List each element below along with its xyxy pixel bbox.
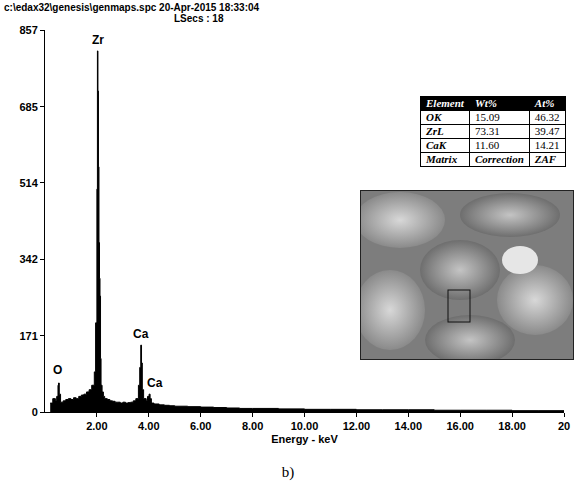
- svg-text:857: 857: [19, 24, 37, 36]
- html-text:15.09: 15.09: [474, 111, 500, 123]
- html-text:39.47: 39.47: [534, 125, 560, 137]
- svg-text:Ca: Ca: [147, 376, 163, 390]
- html-text:OK: OK: [426, 111, 442, 123]
- svg-text:6.00: 6.00: [190, 420, 211, 432]
- svg-text:Energy - keV: Energy - keV: [271, 433, 338, 445]
- svg-text:10.00: 10.00: [291, 420, 319, 432]
- html-text:73.31: 73.31: [474, 125, 500, 137]
- html-text:b): b): [281, 464, 295, 480]
- html-text:14.21: 14.21: [534, 139, 560, 151]
- html-text:LSecs : 18: LSecs : 18: [174, 13, 224, 24]
- html-text:Element: Element: [426, 97, 464, 109]
- svg-text:0: 0: [32, 406, 38, 418]
- svg-text:685: 685: [19, 101, 37, 113]
- svg-text:16.00: 16.00: [446, 420, 474, 432]
- svg-text:4.00: 4.00: [138, 420, 159, 432]
- html-text:Matrix: Matrix: [426, 153, 458, 165]
- svg-text:8.00: 8.00: [242, 420, 263, 432]
- svg-text:20: 20: [558, 420, 570, 432]
- html-text:CaK: CaK: [426, 139, 447, 151]
- svg-text:342: 342: [19, 253, 37, 265]
- html-text:ZrL: ZrL: [426, 125, 444, 137]
- svg-text:14.00: 14.00: [395, 420, 423, 432]
- html-text:Correction: Correction: [474, 153, 524, 165]
- html-text:At%: At%: [534, 97, 555, 109]
- svg-text:O: O: [53, 363, 62, 377]
- html-text:46.32: 46.32: [534, 111, 560, 123]
- svg-text:Ca: Ca: [133, 327, 149, 341]
- svg-text:Zr: Zr: [92, 33, 104, 47]
- svg-text:171: 171: [19, 330, 37, 342]
- svg-text:12.00: 12.00: [343, 420, 371, 432]
- html-text:ZAF: ZAF: [534, 153, 557, 165]
- html-text:c:\edax32\genesis\genmaps.spc: c:\edax32\genesis\genmaps.spc 20-Apr-201…: [4, 2, 260, 13]
- svg-text:18.00: 18.00: [498, 420, 526, 432]
- html-text:Wt%: Wt%: [474, 97, 497, 109]
- html-text:11.60: 11.60: [474, 139, 500, 151]
- svg-text:514: 514: [19, 177, 38, 189]
- svg-text:2.00: 2.00: [86, 420, 107, 432]
